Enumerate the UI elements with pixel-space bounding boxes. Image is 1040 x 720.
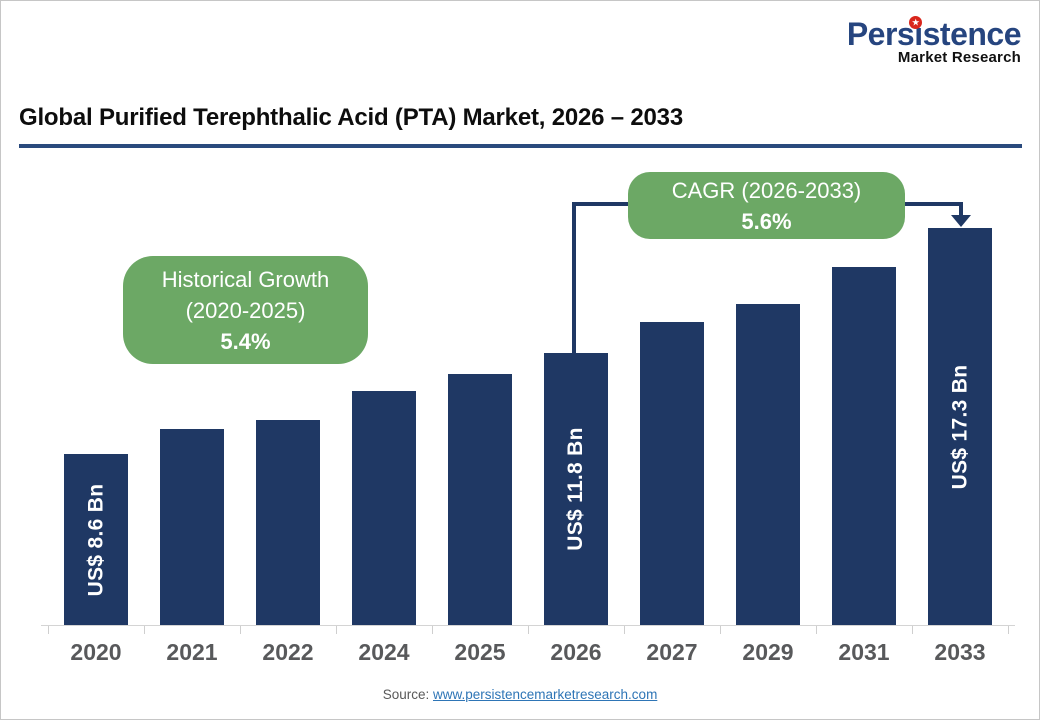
axis-tick — [336, 626, 337, 634]
source-link[interactable]: www.persistencemarketresearch.com — [432, 687, 658, 702]
bar-2024 — [352, 391, 416, 625]
cagr-callout: CAGR (2026-2033) 5.6% — [628, 172, 905, 239]
cagr-connector-right-vertical — [959, 202, 963, 216]
bar-2027 — [640, 322, 704, 625]
page-title: Global Purified Terephthalic Acid (PTA) … — [19, 104, 683, 131]
title-underline — [19, 144, 1022, 148]
x-label-2022: 2022 — [262, 639, 314, 665]
axis-tick — [48, 626, 49, 634]
x-label-2031: 2031 — [838, 639, 890, 665]
cagr-value: 5.6% — [741, 208, 792, 234]
x-label-2024: 2024 — [358, 639, 410, 665]
bar-2029 — [736, 304, 800, 625]
bar-2021 — [160, 429, 224, 625]
axis-tick — [432, 626, 433, 634]
axis-tick — [816, 626, 817, 634]
axis-tick — [240, 626, 241, 634]
bar-2033: US$ 17.3 Bn — [928, 228, 992, 625]
bar-2022 — [256, 420, 320, 625]
source-label: Source: — [382, 687, 430, 702]
bar-value-label-2026: US$ 11.8 Bn — [564, 427, 587, 551]
cagr-connector-left-horizontal — [572, 202, 628, 206]
axis-tick — [720, 626, 721, 634]
historical-growth-value: 5.4% — [220, 328, 271, 354]
bar-value-label-2033: US$ 17.3 Bn — [948, 364, 971, 489]
axis-tick — [144, 626, 145, 634]
brand-logo: Persistence ★ Market Research — [846, 16, 1022, 66]
brand-text: Persistence — [846, 16, 1022, 52]
axis-tick — [528, 626, 529, 634]
bar-2025 — [448, 374, 512, 625]
cagr-line1: CAGR (2026-2033) — [671, 177, 862, 203]
x-label-2029: 2029 — [742, 639, 794, 665]
axis-tick — [912, 626, 913, 634]
bar-value-label-2020: US$ 8.6 Bn — [84, 483, 107, 596]
x-label-2026: 2026 — [550, 639, 602, 665]
historical-growth-line2: (2020-2025) — [185, 297, 306, 323]
x-label-2021: 2021 — [166, 639, 218, 665]
brand-name: Persistence ★ — [846, 16, 1022, 52]
cagr-connector-left-vertical — [572, 202, 576, 356]
source-line: Source: www.persistencemarketresearch.co… — [1, 687, 1039, 702]
axis-tick — [624, 626, 625, 634]
x-label-2025: 2025 — [454, 639, 506, 665]
x-label-2033: 2033 — [934, 639, 986, 665]
bar-2031 — [832, 267, 896, 625]
cagr-connector-right-horizontal — [905, 202, 963, 206]
x-axis-line — [41, 625, 1015, 626]
bar-2020: US$ 8.6 Bn — [64, 454, 128, 625]
historical-growth-callout: Historical Growth (2020-2025) 5.4% — [123, 256, 368, 364]
axis-tick — [1008, 626, 1009, 634]
historical-growth-line1: Historical Growth — [161, 266, 330, 292]
x-label-2027: 2027 — [646, 639, 698, 665]
arrow-down-icon — [951, 215, 971, 227]
bar-2026: US$ 11.8 Bn — [544, 353, 608, 625]
brand-tagline: Market Research — [897, 49, 1021, 66]
star-icon: ★ — [909, 16, 922, 29]
x-label-2020: 2020 — [70, 639, 122, 665]
